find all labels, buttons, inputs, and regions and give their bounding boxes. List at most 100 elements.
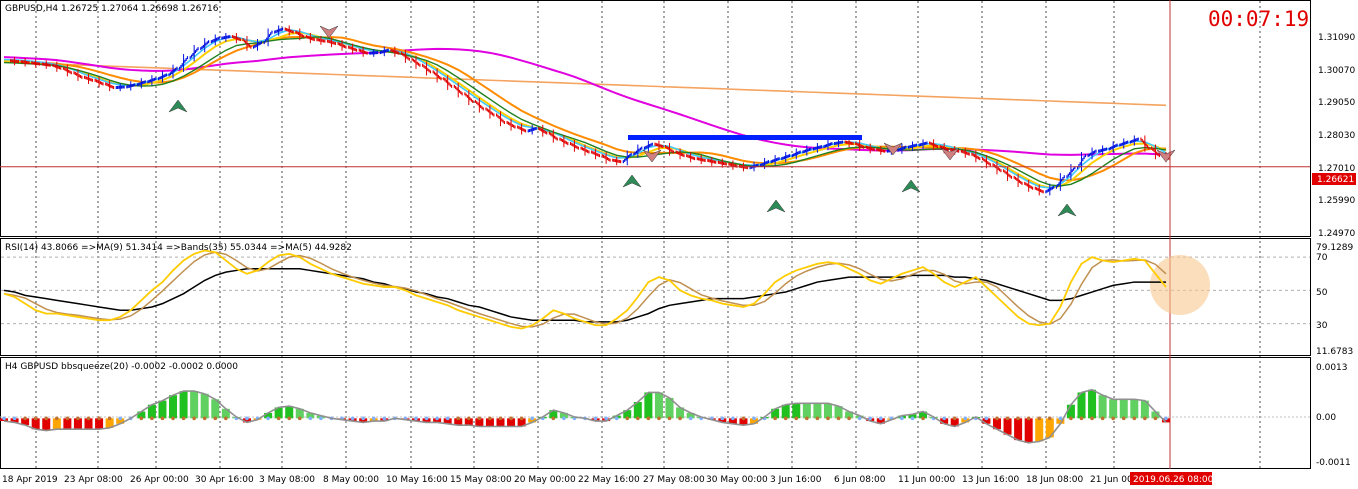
squeeze-bar xyxy=(517,418,526,427)
squeeze-dot xyxy=(667,416,672,421)
squeeze-dot xyxy=(783,416,788,421)
squeeze-dot xyxy=(847,416,851,421)
time-label: 3 May 08:00 xyxy=(259,475,315,485)
squeeze-dot xyxy=(995,416,999,421)
ma-green xyxy=(3,36,1167,187)
time-label: 22 May 16:00 xyxy=(578,475,640,485)
squeeze-dot xyxy=(868,416,873,421)
squeeze-dot xyxy=(752,416,756,421)
squeeze-bar xyxy=(559,412,568,419)
squeeze-bar xyxy=(528,418,537,423)
squeeze-dot xyxy=(65,416,70,421)
squeeze-bar xyxy=(992,418,1001,430)
squeeze-bar xyxy=(1140,400,1149,419)
squeeze-dot xyxy=(477,416,482,421)
squeeze-bar xyxy=(823,403,832,419)
squeeze-dot xyxy=(731,416,735,421)
time-label: 10 May 16:00 xyxy=(386,475,448,485)
squeeze-dot xyxy=(625,416,630,421)
time-label: 23 Apr 08:00 xyxy=(64,475,123,485)
time-label: 8 May 00:00 xyxy=(323,475,379,485)
squeeze-dot xyxy=(593,416,598,421)
squeeze-bar xyxy=(179,391,188,419)
squeeze-dot xyxy=(963,416,968,421)
squeeze-dot xyxy=(741,416,746,421)
squeeze-dot xyxy=(1164,416,1168,421)
rsi-line xyxy=(3,249,1167,330)
squeeze-bar xyxy=(73,418,82,430)
sell-arrow xyxy=(940,147,960,161)
squeeze-bar xyxy=(845,411,854,419)
squeeze-dot xyxy=(287,416,292,421)
squeeze-bar xyxy=(633,401,642,419)
squeeze-bar xyxy=(507,418,516,427)
squeeze-bar xyxy=(739,418,748,426)
squeeze-dot xyxy=(509,416,513,421)
squeeze-bar xyxy=(940,418,949,424)
countdown-timer: 00:07:19 xyxy=(1208,7,1309,31)
squeeze-dot xyxy=(836,416,841,421)
squeeze-bar xyxy=(950,418,959,427)
rsi-axis[interactable]: 79.1289 70 50 30 11.6783 xyxy=(1316,243,1353,357)
squeeze-dot xyxy=(1079,416,1084,421)
squeeze-dot xyxy=(319,416,323,421)
squeeze-bar xyxy=(52,418,61,430)
squeeze-bar xyxy=(750,418,759,424)
squeeze-dot xyxy=(604,416,608,421)
price-tick: 1.31090 xyxy=(1318,33,1355,43)
price-tick: 1.24970 xyxy=(1318,229,1355,239)
squeeze-bar xyxy=(31,418,40,430)
squeeze-bar xyxy=(496,418,505,427)
squeeze-axis[interactable]: 0.0013 0.00 -0.0011 xyxy=(1316,363,1351,468)
squeeze-tick: -0.0011 xyxy=(1316,458,1351,468)
squeeze-bar xyxy=(158,400,167,419)
time-label: 15 May 08:00 xyxy=(450,475,512,485)
sell-arrow xyxy=(642,149,662,163)
squeeze-dot xyxy=(467,416,471,421)
squeeze-dot xyxy=(815,416,820,421)
squeeze-dot xyxy=(614,416,619,421)
squeeze-bar xyxy=(242,418,251,423)
buy-arrow xyxy=(766,199,786,213)
squeeze-bar xyxy=(665,397,674,419)
squeeze-bar xyxy=(306,412,315,419)
squeeze-dot xyxy=(245,416,249,421)
squeeze-dot xyxy=(1016,416,1020,421)
squeeze-dot xyxy=(678,416,682,421)
squeeze-dot xyxy=(266,416,270,421)
current-time-label: 2019.06.26 08:00 xyxy=(1133,475,1214,485)
price-bars xyxy=(10,25,1171,196)
squeeze-dot xyxy=(1005,416,1010,421)
squeeze-bar xyxy=(84,418,93,430)
time-label: 30 May 00:00 xyxy=(706,475,768,485)
squeeze-bar xyxy=(792,403,801,419)
squeeze-bar xyxy=(190,391,199,419)
squeeze-dot xyxy=(171,416,175,421)
rsi-tick: 70 xyxy=(1316,253,1328,263)
sell-arrow xyxy=(883,142,903,156)
price-axis[interactable]: 1.31090 1.30070 1.29050 1.28030 1.27010 … xyxy=(1312,33,1356,239)
squeeze-histogram xyxy=(0,388,1170,444)
squeeze-dot xyxy=(192,416,196,421)
squeeze-bar xyxy=(95,418,104,430)
time-axis[interactable]: 18 Apr 2019 23 Apr 08:00 26 Apr 00:00 30… xyxy=(2,472,1214,485)
rsi-tick: 79.1289 xyxy=(1316,243,1353,253)
squeeze-bar xyxy=(1130,399,1139,419)
squeeze-bar xyxy=(728,418,737,424)
squeeze-dot xyxy=(773,416,777,421)
squeeze-dot xyxy=(414,416,418,421)
squeeze-dot xyxy=(276,416,281,421)
time-label: 26 Apr 00:00 xyxy=(130,475,189,485)
squeeze-bar xyxy=(1035,418,1044,442)
squeeze-bar xyxy=(834,406,843,419)
squeeze-bar xyxy=(105,418,114,428)
time-label: 13 Jun 16:00 xyxy=(962,475,1019,485)
squeeze-bar xyxy=(781,404,790,419)
squeeze-dot xyxy=(139,416,144,421)
squeeze-bar xyxy=(771,408,780,419)
sell-arrow xyxy=(319,25,339,39)
squeeze-bar xyxy=(686,412,695,419)
squeeze-dot xyxy=(984,416,989,421)
squeeze-dot xyxy=(826,416,830,421)
